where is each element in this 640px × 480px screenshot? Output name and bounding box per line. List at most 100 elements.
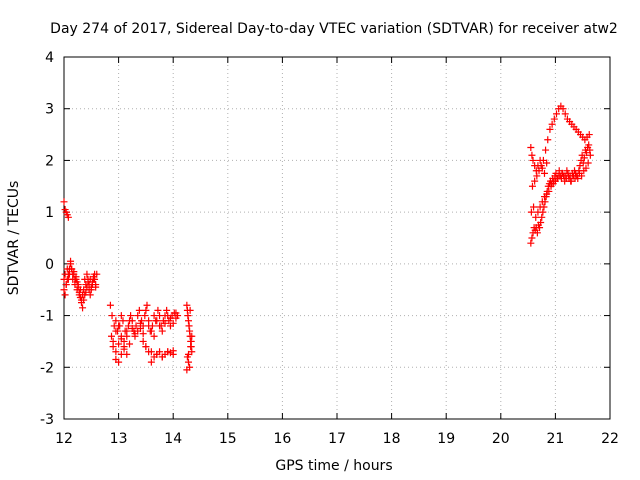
data-point bbox=[119, 317, 127, 325]
data-point bbox=[184, 358, 192, 366]
data-point bbox=[135, 306, 143, 314]
data-point bbox=[527, 144, 535, 151]
data-point bbox=[183, 366, 191, 374]
data-point bbox=[532, 213, 540, 221]
data-point bbox=[132, 322, 140, 330]
data-point bbox=[533, 229, 541, 237]
series-segment-late-morning bbox=[106, 301, 182, 366]
data-point bbox=[534, 208, 542, 216]
data-point bbox=[74, 283, 82, 291]
data-point bbox=[67, 257, 75, 265]
data-point bbox=[530, 203, 538, 211]
data-point bbox=[529, 156, 537, 164]
data-point bbox=[142, 306, 150, 314]
series-segment-early-morning bbox=[60, 198, 101, 312]
data-point bbox=[79, 304, 87, 312]
data-point bbox=[578, 172, 586, 180]
data-point bbox=[544, 136, 552, 144]
data-point bbox=[150, 332, 158, 340]
data-point bbox=[528, 234, 536, 242]
data-point bbox=[60, 286, 68, 294]
data-point bbox=[546, 125, 554, 133]
y-tick-label: -2 bbox=[40, 360, 54, 376]
data-point bbox=[124, 322, 132, 330]
data-point bbox=[115, 358, 123, 366]
data-point bbox=[584, 159, 592, 167]
data-point bbox=[75, 288, 83, 296]
y-tick-label: 2 bbox=[45, 153, 54, 169]
data-point bbox=[115, 340, 123, 348]
x-tick-label: 20 bbox=[492, 431, 510, 447]
y-tick-label: 0 bbox=[45, 257, 54, 273]
data-point bbox=[86, 291, 94, 299]
data-point bbox=[139, 330, 147, 338]
series-segment-noon bbox=[183, 301, 196, 374]
y-tick-label: 4 bbox=[45, 50, 54, 66]
data-point bbox=[64, 213, 72, 221]
data-point bbox=[550, 115, 558, 123]
data-point bbox=[561, 110, 569, 118]
data-point bbox=[153, 317, 161, 325]
data-point bbox=[527, 208, 535, 216]
data-point bbox=[61, 291, 69, 299]
data-point bbox=[80, 296, 88, 304]
data-point bbox=[536, 224, 544, 232]
y-tick-label: -1 bbox=[40, 309, 54, 325]
data-point bbox=[184, 350, 192, 358]
data-point bbox=[139, 337, 147, 345]
data-point bbox=[127, 312, 135, 320]
data-point bbox=[527, 239, 535, 247]
x-tick-label: 18 bbox=[383, 431, 401, 447]
data-point bbox=[532, 167, 540, 175]
data-point bbox=[117, 335, 125, 343]
data-point bbox=[115, 322, 123, 330]
data-point bbox=[540, 169, 548, 177]
x-tick-label: 21 bbox=[546, 431, 564, 447]
data-point bbox=[109, 343, 117, 351]
y-tick-label: 3 bbox=[45, 102, 54, 118]
data-point bbox=[567, 177, 575, 185]
data-point bbox=[117, 350, 125, 358]
data-point bbox=[172, 309, 180, 317]
data-point bbox=[536, 203, 544, 211]
data-point bbox=[166, 314, 174, 322]
data-point bbox=[537, 218, 545, 226]
data-point bbox=[150, 312, 158, 320]
y-tick-label: -3 bbox=[40, 412, 54, 428]
data-point bbox=[131, 330, 139, 338]
data-point bbox=[187, 337, 195, 345]
data-point bbox=[538, 213, 546, 221]
x-tick-label: 22 bbox=[601, 431, 619, 447]
data-point bbox=[108, 332, 116, 340]
data-point bbox=[91, 275, 99, 283]
data-point bbox=[184, 312, 192, 320]
data-point bbox=[73, 278, 81, 286]
data-point bbox=[145, 348, 153, 356]
data-point bbox=[169, 319, 177, 327]
data-point bbox=[536, 156, 544, 164]
chart-title: Day 274 of 2017, Sidereal Day-to-day VTE… bbox=[50, 21, 618, 37]
data-point bbox=[156, 348, 164, 356]
data-point bbox=[538, 164, 546, 172]
data-point bbox=[154, 306, 162, 314]
data-point bbox=[169, 347, 177, 355]
data-point bbox=[60, 198, 68, 206]
y-tick-label: 1 bbox=[45, 205, 54, 221]
data-point bbox=[542, 146, 550, 154]
data-point bbox=[72, 273, 80, 281]
x-tick-label: 13 bbox=[110, 431, 128, 447]
data-point bbox=[552, 110, 560, 118]
data-point bbox=[158, 327, 166, 335]
x-tick-label: 19 bbox=[437, 431, 455, 447]
data-point bbox=[112, 327, 120, 335]
data-point bbox=[538, 198, 546, 206]
data-point bbox=[143, 301, 151, 309]
y-axis-label: SDTVAR / TECUs bbox=[6, 181, 22, 296]
data-point bbox=[112, 317, 120, 325]
data-point bbox=[163, 306, 171, 314]
data-point bbox=[545, 187, 553, 195]
x-tick-label: 16 bbox=[273, 431, 291, 447]
data-point bbox=[128, 325, 136, 332]
data-point bbox=[585, 131, 593, 139]
